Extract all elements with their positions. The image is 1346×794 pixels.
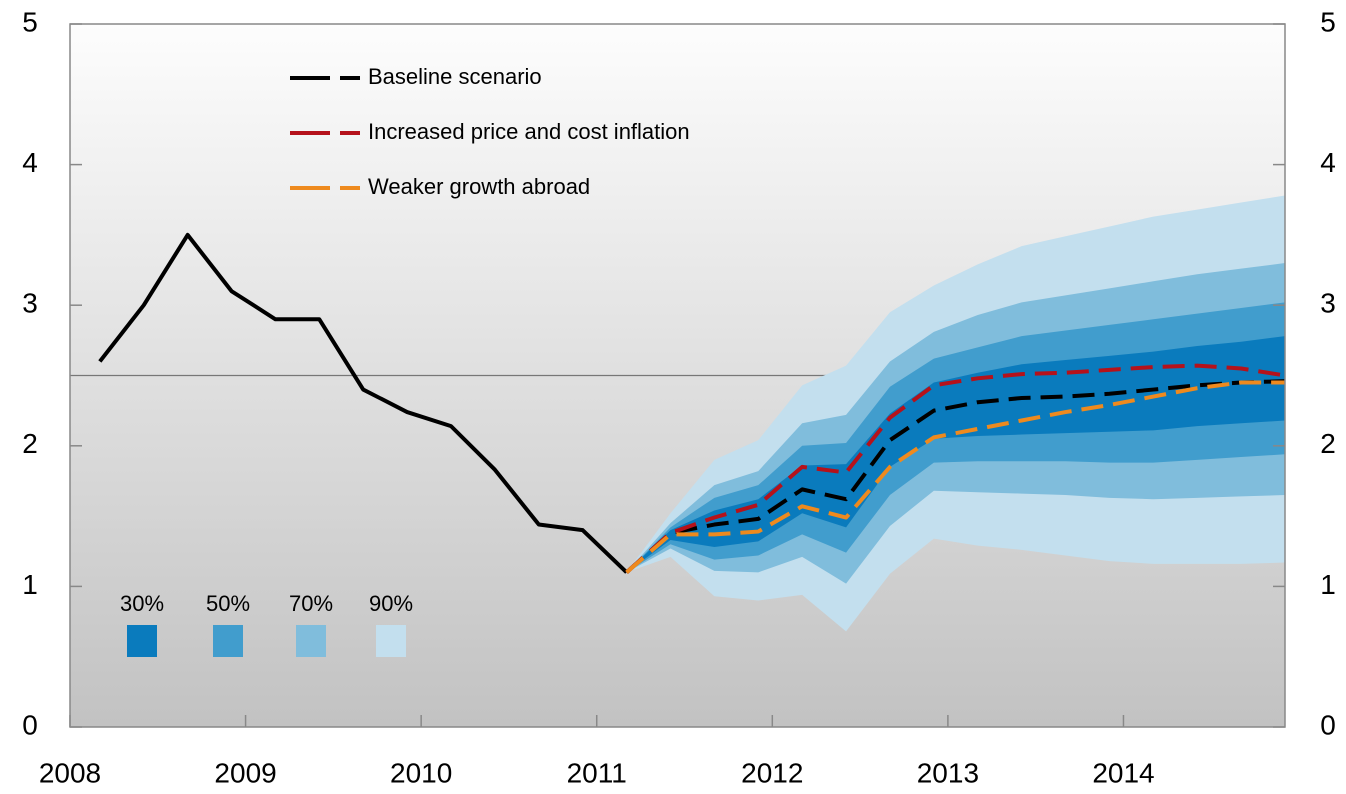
y2-tick-label: 5 — [1320, 6, 1336, 37]
x-tick-label: 2013 — [917, 757, 979, 788]
band-legend-label: 70% — [289, 591, 333, 616]
y2-tick-label: 4 — [1320, 147, 1336, 178]
band-legend-swatch — [376, 625, 406, 657]
band-legend-swatch — [213, 625, 243, 657]
plot-border — [69, 23, 1286, 728]
x-tick-label: 2011 — [567, 757, 627, 788]
fan-band — [626, 336, 1285, 573]
x-tick-label: 2012 — [741, 757, 803, 788]
y2-tick-label: 2 — [1320, 428, 1336, 459]
x-tick-label: 2014 — [1092, 757, 1154, 788]
y-tick-label: 0 — [22, 709, 38, 740]
band-legend-label: 90% — [369, 591, 413, 616]
y2-tick-label: 1 — [1320, 569, 1336, 600]
series-line — [625, 380, 1285, 574]
legend-label: Weaker growth abroad — [368, 174, 590, 199]
series-line — [98, 232, 628, 574]
series-line — [625, 379, 1286, 574]
y-tick-label: 2 — [22, 428, 38, 459]
y2-tick-label: 0 — [1320, 709, 1336, 740]
band-legend-swatch — [127, 625, 157, 657]
y-tick-label: 1 — [22, 569, 38, 600]
x-tick-label: 2009 — [214, 757, 276, 788]
y-tick-label: 4 — [22, 147, 38, 178]
band-legend-swatch — [296, 625, 326, 657]
band-legend-label: 50% — [206, 591, 250, 616]
legend-label: Increased price and cost inflation — [368, 119, 690, 144]
y2-tick-label: 3 — [1320, 288, 1336, 319]
y-tick-label: 5 — [22, 6, 38, 37]
legend-label: Baseline scenario — [368, 64, 542, 89]
plot-layer — [70, 195, 1286, 632]
x-tick-label: 2008 — [39, 757, 101, 788]
x-tick-label: 2010 — [390, 757, 452, 788]
band-legend-label: 30% — [120, 591, 164, 616]
y-tick-label: 3 — [22, 288, 38, 319]
series-line — [625, 363, 1286, 574]
